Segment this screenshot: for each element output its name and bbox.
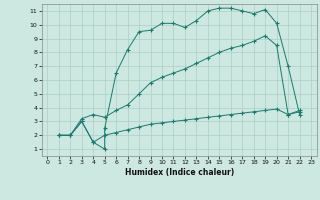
- X-axis label: Humidex (Indice chaleur): Humidex (Indice chaleur): [124, 168, 234, 177]
